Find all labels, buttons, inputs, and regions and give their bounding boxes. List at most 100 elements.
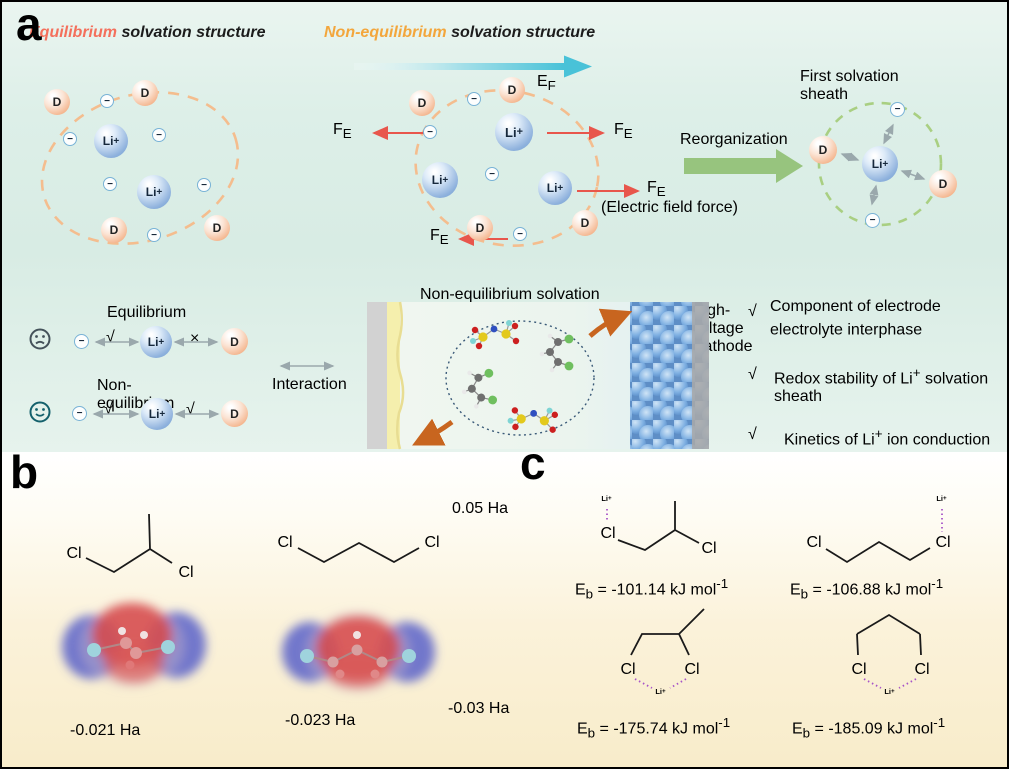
cl-label: Cl: [806, 534, 821, 551]
cl-label: Cl: [914, 661, 929, 678]
checkbox-icon: √: [748, 303, 757, 320]
anion-symbol: −: [865, 213, 880, 228]
solvent-sphere: D: [409, 90, 435, 116]
solvent-sphere: D: [221, 328, 248, 355]
cl-label: Cl: [620, 661, 635, 678]
first-sheath-circle: [817, 101, 943, 227]
panel-bc-art: Cl Cl Cl Cl: [62, 501, 951, 692]
anion-symbol: −: [197, 178, 211, 192]
electric-field-label: EF: [537, 73, 556, 94]
reorganization-arrow: [684, 149, 803, 183]
li-ion-sphere: Li +: [495, 113, 533, 151]
cl-label: Cl: [178, 564, 193, 581]
arrow-to-cathode: [588, 308, 633, 338]
esp-value-1: -0.021 Ha: [70, 722, 141, 739]
panel-b-label: b: [10, 446, 39, 498]
panel-a-art: [40, 55, 943, 450]
li-ion-sphere: Li +: [94, 124, 128, 158]
non-equilibrium-title: Non-equilibrium solvation structure: [324, 24, 596, 41]
c-structure-4: Cl Cl: [851, 613, 930, 689]
equilibrium-ellipse: [40, 91, 240, 245]
solvent-sphere: D: [467, 215, 493, 241]
sheath-ellipse: [445, 320, 595, 436]
cl-label: Cl: [277, 534, 292, 551]
anion-symbol: −: [467, 92, 481, 106]
anion-symbol: −: [74, 334, 89, 349]
solvent-sphere: D: [204, 215, 230, 241]
anion-symbol: −: [63, 132, 77, 146]
solvent-sphere: D: [44, 89, 70, 115]
electric-field-arrow: [354, 55, 592, 78]
li-ion-dot: Li +: [884, 687, 895, 696]
anion-symbol: −: [513, 227, 527, 241]
checkbox-icon: √: [748, 366, 757, 383]
electric-field-force-note: (Electric field force): [601, 199, 738, 216]
force-label: FE: [614, 121, 633, 142]
li-ion-sphere: Li +: [137, 175, 171, 209]
li-ion-sphere: Li +: [862, 146, 898, 182]
anion-symbol: −: [103, 177, 117, 191]
solvent-sphere: D: [221, 400, 248, 427]
li-ion-sphere: Li +: [422, 162, 458, 198]
solvent-sphere: D: [132, 80, 158, 106]
dcp13-molecule: [461, 368, 498, 409]
solvent-sphere: D: [929, 170, 957, 198]
solvent-sphere: D: [101, 217, 127, 243]
panel-bc-background: [2, 452, 1007, 767]
cl-label: Cl: [851, 661, 866, 678]
solvent-sphere: D: [572, 210, 598, 236]
anion-symbol: −: [423, 125, 437, 139]
li-ion-dot: Li +: [936, 494, 947, 503]
binding-energy-3: Eb = -175.74 kJ mol-1: [577, 715, 731, 741]
happy-face-icon: [29, 401, 51, 423]
cathode-bar: [692, 302, 709, 449]
sheath-interaction-arrows: [840, 123, 926, 206]
anion-symbol: −: [890, 102, 905, 117]
esp-map-2: [282, 612, 435, 692]
cell-diagram: [367, 301, 709, 450]
sad-face-icon: [29, 328, 51, 350]
binding-energy-1: Eb = -101.14 kJ mol-1: [575, 576, 729, 602]
cl-label: Cl: [424, 534, 439, 551]
cl-label: Cl: [935, 534, 950, 551]
anion-symbol: −: [152, 128, 166, 142]
checklist-item-2: Redox stability of Li+ solvation sheath: [774, 365, 989, 406]
binding-energy-2: Eb = -106.88 kJ mol-1: [790, 576, 944, 602]
non-equilibrium-ellipse: [414, 88, 600, 248]
equilibrium-title: Equilibrium solvation structure: [29, 24, 266, 41]
c-structure-1: Cl Cl: [600, 501, 717, 557]
anode-bar: [367, 302, 387, 449]
cl-label: Cl: [701, 540, 716, 557]
esp-value-2: -0.023 Ha: [285, 712, 356, 729]
esp-map-1: [62, 603, 206, 687]
checklist-item-1: Component of electrode electrolyte inter…: [770, 298, 941, 339]
fsi-molecule: [470, 320, 520, 350]
fsi-molecule: [507, 407, 559, 433]
cl-label: Cl: [600, 525, 615, 542]
equilibrium-row-label: Equilibrium: [107, 304, 187, 321]
cl-label: Cl: [66, 545, 81, 562]
li-ion-dot: Li +: [655, 687, 666, 696]
li-ion-sphere: Li +: [538, 171, 572, 205]
arrow-to-anode: [412, 418, 454, 446]
force-label: FE: [430, 227, 449, 248]
dcp13-skeletal: [297, 541, 420, 564]
anion-symbol: −: [147, 228, 161, 242]
li-ion-dot: [514, 368, 527, 381]
li-layer: [387, 302, 400, 449]
dcp12-skeletal: [85, 513, 173, 574]
panel-a-label: a: [16, 0, 42, 50]
dcp13-molecule: [539, 333, 574, 373]
checklist-item-3: Kinetics of Li+ ion conduction: [784, 426, 991, 449]
binding-energy-4: Eb = -185.09 kJ mol-1: [792, 715, 946, 741]
force-label: FE: [647, 179, 666, 200]
row-interaction-arrows: [92, 337, 335, 419]
panel-c-label: c: [520, 437, 546, 489]
cl-label: Cl: [684, 661, 699, 678]
li-ion-sphere: Li +: [141, 398, 173, 430]
c-structure-2: Cl Cl: [806, 509, 951, 564]
anion-symbol: −: [100, 94, 114, 108]
li-ion-sphere: Li +: [140, 326, 172, 358]
scale-max-label: 0.05 Ha: [452, 500, 509, 517]
